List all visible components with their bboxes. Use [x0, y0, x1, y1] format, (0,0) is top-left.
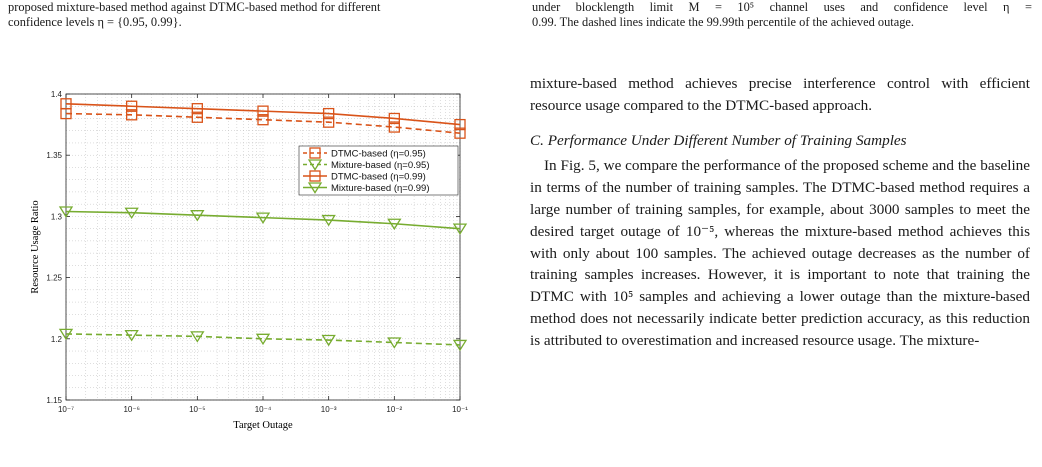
data-point	[321, 334, 336, 347]
data-point	[58, 206, 74, 218]
legend-label: DTMC-based (η=0.99)	[331, 172, 426, 183]
y-tick-label: 1.3	[51, 212, 63, 221]
data-point	[190, 210, 205, 222]
data-point	[257, 114, 269, 126]
data-point	[124, 329, 139, 342]
data-point	[58, 328, 74, 341]
series-line	[65, 102, 461, 126]
data-point	[454, 118, 466, 131]
resource-usage-chart: 10⁻⁷ 10⁻⁶ 10⁻⁵ 10⁻⁴ 10⁻³ 10⁻² 10⁻¹ 1.15 1.2 1.25 1…	[30, 90, 468, 431]
series-line	[65, 210, 461, 230]
caption-left-line2: confidence levels η = {0.95, 0.99}.	[8, 15, 182, 29]
series-4	[58, 206, 468, 235]
y-axis-label: Resource Usage Ratio	[30, 200, 41, 293]
data-point	[388, 121, 400, 133]
caption-right-line1: under blocklength limit M = 10⁵ channel …	[532, 0, 1032, 14]
legend-label: Mixture-based (η=0.99)	[331, 183, 429, 194]
data-point	[452, 223, 468, 235]
x-tick-label: 10⁻²	[386, 405, 402, 414]
data-point	[60, 98, 72, 110]
caption-left-line1: proposed mixture-based method against DT…	[8, 0, 381, 14]
y-tick-label: 1.2	[51, 335, 63, 344]
x-axis-label: Target Outage	[233, 420, 293, 431]
data-point	[191, 111, 203, 123]
data-point	[255, 212, 271, 224]
paragraph-conclusion: mixture-based method achieves precise in…	[530, 75, 1030, 114]
legend-label: DTMC-based (η=0.95)	[331, 149, 426, 160]
grid-lines	[65, 93, 461, 401]
x-tick-label: 10⁻³	[321, 405, 337, 414]
data-point	[454, 127, 466, 139]
y-tick-label: 1.15	[46, 396, 62, 405]
data-point	[323, 107, 335, 120]
data-point	[191, 103, 203, 115]
legend-marker	[307, 159, 323, 171]
y-tick-label: 1.35	[46, 151, 62, 160]
y-tick-label: 1.4	[51, 90, 63, 99]
y-tick-label: 1.25	[46, 274, 62, 283]
series-line	[65, 112, 461, 134]
paragraph-training-samples: In Fig. 5, we compare the performance of…	[530, 157, 1030, 349]
legend-marker	[309, 147, 321, 159]
section-heading: C. Performance Under Different Number of…	[530, 131, 907, 149]
data-point	[387, 337, 402, 349]
data-point	[388, 112, 400, 125]
data-point	[452, 339, 468, 352]
figure-caption-right: under blocklength limit M = 10⁵ channel …	[532, 0, 1032, 30]
data-point	[126, 100, 138, 112]
x-tick-label: 10⁻⁶	[123, 405, 139, 414]
legend-label: Mixture-based (η=0.95)	[331, 160, 429, 171]
x-tick-label: 10⁻⁴	[255, 405, 272, 414]
x-tick-label: 10⁻¹	[452, 405, 468, 414]
caption-right-line2: 0.99. The dashed lines indicate the 99.9…	[532, 15, 915, 29]
data-point	[321, 214, 336, 227]
data-point	[190, 331, 205, 343]
data-point	[323, 116, 335, 128]
data-point	[255, 333, 271, 346]
legend: DTMC-based (η=0.95)Mixture-based (η=0.95…	[298, 145, 459, 196]
data-point	[124, 207, 139, 220]
data-point	[126, 109, 138, 121]
x-tick-label: 10⁻⁷	[58, 405, 74, 414]
legend-marker	[309, 170, 321, 182]
figure-caption-left: proposed mixture-based method against DT…	[8, 0, 508, 30]
series-3	[60, 98, 466, 131]
series-2	[58, 328, 468, 352]
body-text-column: mixture-based method achieves precise in…	[530, 73, 1030, 352]
data-point	[257, 105, 269, 117]
data-point	[387, 218, 402, 231]
series-line	[65, 333, 461, 346]
x-tick-label: 10⁻⁵	[189, 405, 205, 414]
series-1	[60, 107, 466, 139]
legend-marker	[307, 182, 323, 194]
